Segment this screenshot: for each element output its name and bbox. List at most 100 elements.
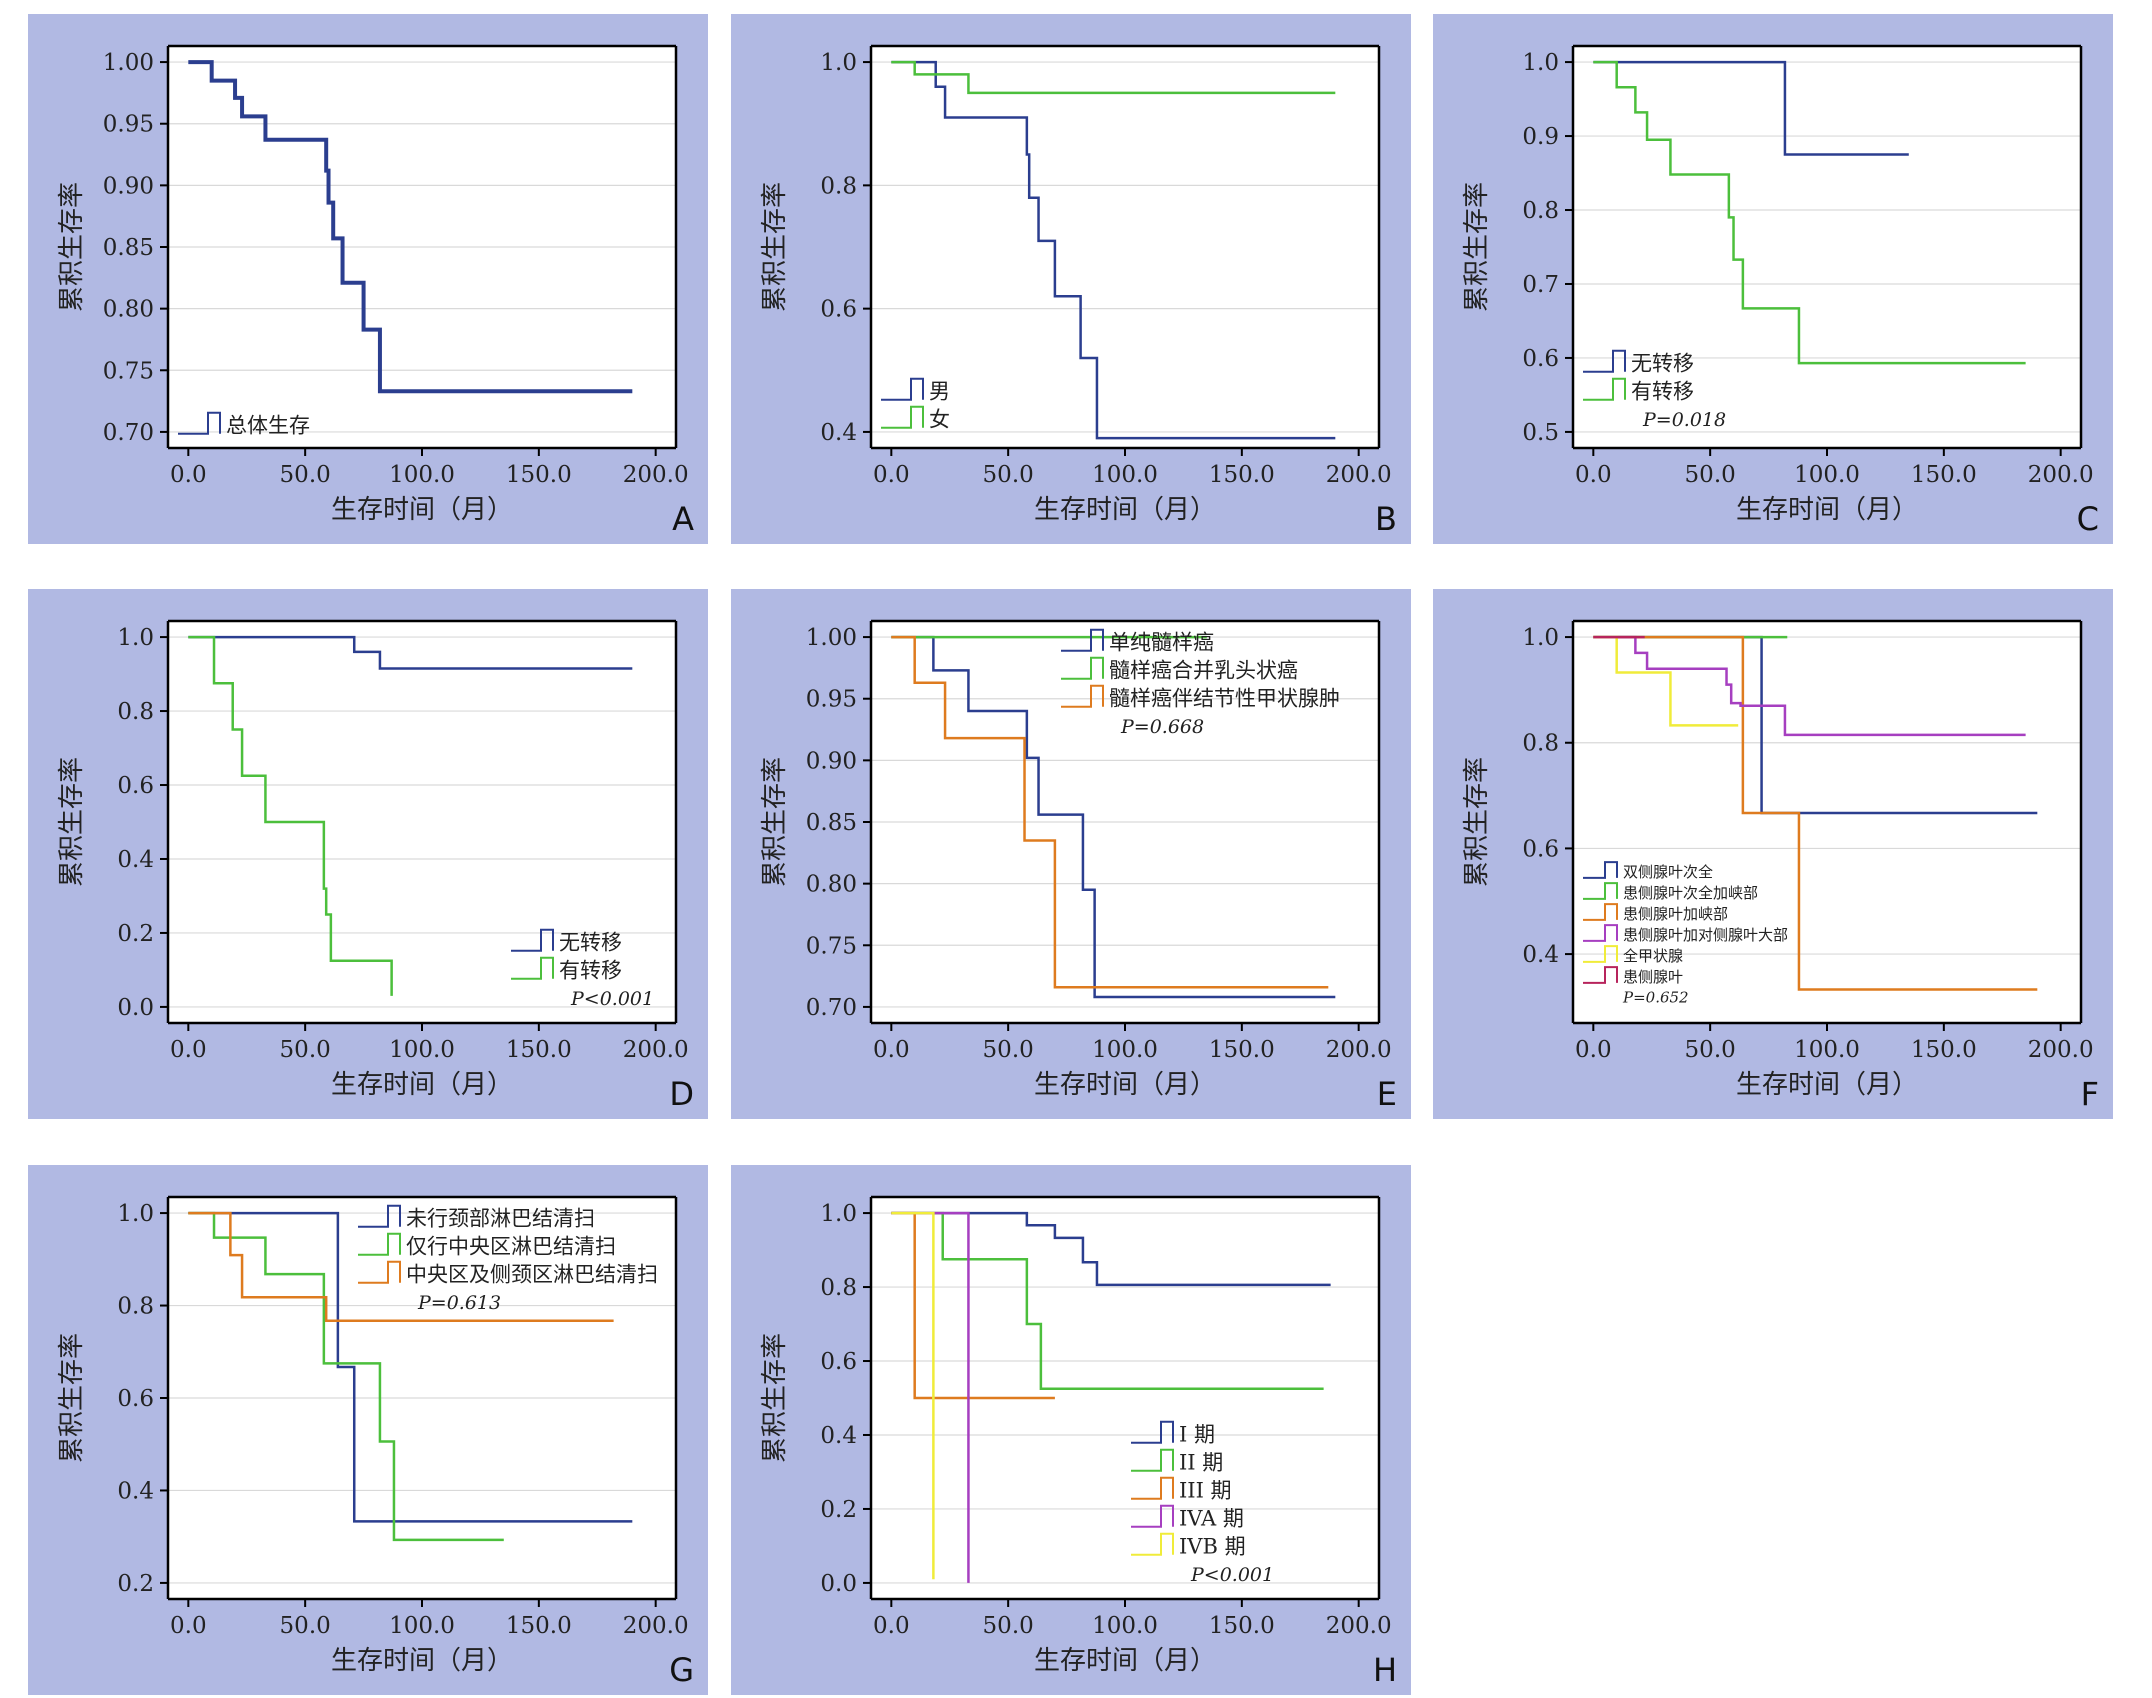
- legend-label: 有转移: [559, 958, 622, 982]
- legend-swatch: [1583, 377, 1626, 401]
- y-tick-label: 0.95: [806, 687, 857, 713]
- panel-letter: H: [1373, 1651, 1397, 1689]
- plot-area: [1573, 46, 2081, 448]
- y-tick-label: 0.6: [1522, 346, 1559, 372]
- y-tick-label: 0.5: [1522, 420, 1559, 446]
- p-value: P<0.001: [1190, 1564, 1274, 1586]
- legend-swatch: [1131, 1448, 1174, 1472]
- legend-swatch: [881, 377, 924, 401]
- y-tick-label: 0.80: [806, 872, 857, 898]
- legend-label: I 期: [1179, 1422, 1215, 1446]
- series-line: [891, 60, 1336, 440]
- x-tick-label: 200.0: [623, 1037, 689, 1063]
- y-tick-label: 0.70: [103, 420, 154, 446]
- series-line: [188, 60, 633, 394]
- x-axis-label: 生存时间（月）: [1736, 495, 1918, 525]
- legend-label: IVA 期: [1179, 1506, 1244, 1530]
- legend-label: 无转移: [559, 930, 622, 954]
- x-axis-label: 生存时间（月）: [1736, 1070, 1918, 1100]
- panel-letter: D: [669, 1075, 694, 1113]
- p-value: P=0.652: [1622, 988, 1689, 1006]
- p-value: P<0.001: [570, 988, 654, 1010]
- p-value: P=0.613: [417, 1292, 501, 1314]
- y-tick-label: 0.75: [103, 358, 154, 384]
- panel-letter: F: [2081, 1075, 2099, 1113]
- x-tick-label: 150.0: [1209, 1037, 1275, 1063]
- y-tick-label: 0.8: [820, 1275, 857, 1301]
- x-tick-label: 50.0: [983, 1613, 1034, 1639]
- legend-label: II 期: [1179, 1450, 1223, 1474]
- x-axis-label: 生存时间（月）: [1034, 1070, 1216, 1100]
- x-tick-label: 0.0: [1575, 462, 1612, 488]
- y-axis-label: 累积生存率: [1462, 757, 1492, 887]
- legend-swatch: [1583, 861, 1618, 879]
- plot-area: [1573, 621, 2081, 1023]
- y-tick-label: 1.00: [103, 50, 154, 76]
- legend-label: 仅行中央区淋巴结清扫: [406, 1234, 616, 1258]
- y-tick-label: 0.75: [806, 933, 857, 959]
- y-axis-label: 累积生存率: [1462, 182, 1492, 312]
- x-axis-label: 生存时间（月）: [331, 495, 513, 525]
- legend-swatch: [1131, 1532, 1174, 1556]
- legend-swatch: [1583, 882, 1618, 900]
- series-line: [1593, 60, 2026, 365]
- x-axis-label: 生存时间（月）: [331, 1646, 513, 1676]
- legend-swatch: [358, 1260, 401, 1284]
- y-axis-label: 累积生存率: [760, 182, 790, 312]
- legend-swatch: [1131, 1420, 1174, 1444]
- legend-swatch: [358, 1232, 401, 1256]
- x-tick-label: 100.0: [1092, 1037, 1158, 1063]
- x-tick-label: 0.0: [1575, 1037, 1612, 1063]
- panel-G: 0.2 0.4 0.6 0.8 1.0 0.0 50.0 100.0 150.0 200.0 生存时…: [28, 1165, 708, 1695]
- y-tick-label: 0.8: [820, 173, 857, 199]
- legend-label: 患侧腺叶加峡部: [1623, 905, 1728, 923]
- legend-label: 患侧腺叶: [1623, 968, 1683, 986]
- y-tick-label: 0.6: [820, 297, 857, 323]
- y-tick-label: 1.0: [820, 1201, 857, 1227]
- x-tick-label: 50.0: [280, 462, 331, 488]
- legend-swatch: [1583, 945, 1618, 963]
- y-tick-label: 0.2: [117, 1571, 154, 1597]
- x-tick-label: 0.0: [873, 462, 910, 488]
- x-tick-label: 150.0: [506, 1037, 572, 1063]
- plot-area: [168, 621, 676, 1023]
- y-tick-label: 0.4: [117, 1478, 154, 1504]
- y-tick-label: 0.85: [806, 810, 857, 836]
- y-tick-label: 0.6: [117, 773, 154, 799]
- y-tick-label: 0.8: [1522, 731, 1559, 757]
- y-tick-label: 0.6: [1522, 836, 1559, 862]
- x-axis-label: 生存时间（月）: [1034, 495, 1216, 525]
- panel-C: 0.5 0.6 0.7 0.8 0.9 1.0 0.0 50.0 100.0 150.0 200.0…: [1433, 14, 2113, 544]
- y-tick-label: 0.95: [103, 112, 154, 138]
- panel-letter: A: [672, 500, 694, 538]
- y-axis-label: 累积生存率: [760, 757, 790, 887]
- series-line: [891, 1211, 935, 1580]
- series-line: [188, 635, 633, 670]
- legend-label: 单纯髓样癌: [1109, 630, 1214, 654]
- x-tick-label: 50.0: [1685, 1037, 1736, 1063]
- y-tick-label: 1.00: [806, 625, 857, 651]
- legend-label: 患侧腺叶加对侧腺叶大部: [1623, 926, 1788, 944]
- x-tick-label: 200.0: [1326, 462, 1392, 488]
- x-tick-label: 200.0: [623, 462, 689, 488]
- x-tick-label: 100.0: [389, 1613, 455, 1639]
- y-tick-label: 0.2: [117, 921, 154, 947]
- y-tick-label: 0.8: [117, 1294, 154, 1320]
- legend-label: 未行颈部淋巴结清扫: [406, 1206, 595, 1230]
- panel-B: 0.4 0.6 0.8 1.0 0.0 50.0 100.0 150.0 200.0 生存时间（月…: [731, 14, 1411, 544]
- legend-label: 总体生存: [226, 413, 310, 437]
- legend-label: 双侧腺叶次全: [1623, 863, 1713, 881]
- series-line: [188, 1211, 633, 1523]
- legend-label: IVB 期: [1179, 1534, 1246, 1558]
- series-line: [1593, 60, 1909, 156]
- legend-label: 男: [929, 379, 950, 403]
- y-tick-label: 0.6: [820, 1349, 857, 1375]
- y-tick-label: 1.0: [117, 1201, 154, 1227]
- panel-letter: G: [669, 1651, 694, 1689]
- x-tick-label: 150.0: [1209, 462, 1275, 488]
- y-tick-label: 0.85: [103, 235, 154, 261]
- panel-D: 0.0 0.2 0.4 0.6 0.8 1.0 0.0 50.0 100.0 150.0 200.0…: [28, 589, 708, 1119]
- series-line: [891, 635, 1336, 999]
- panel-letter: E: [1377, 1075, 1397, 1113]
- y-tick-label: 0.0: [820, 1571, 857, 1597]
